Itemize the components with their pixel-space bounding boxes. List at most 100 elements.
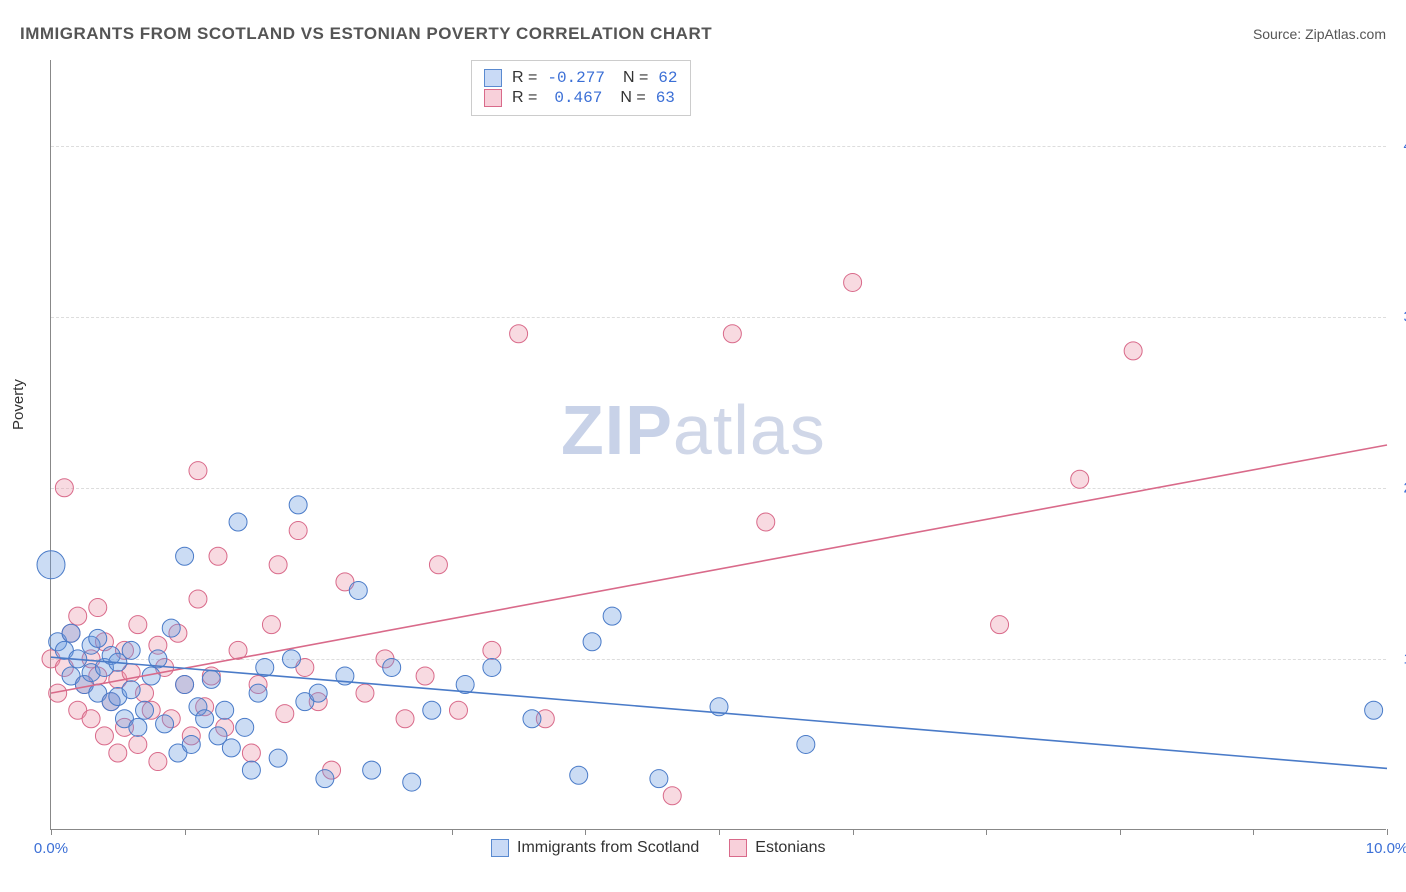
x-tick-mark [1120,829,1121,835]
n-value-blue: 62 [658,69,677,87]
r-label: R = [512,89,537,107]
series-legend: Immigrants from Scotland Estonians [491,839,826,857]
data-point-blue [182,735,200,753]
data-point-blue [797,735,815,753]
data-point-pink [1071,470,1089,488]
data-point-pink [242,744,260,762]
data-point-pink [129,616,147,634]
x-tick-label: 0.0% [34,840,68,857]
data-point-pink [276,705,294,723]
data-point-pink [82,710,100,728]
x-tick-mark [719,829,720,835]
data-point-pink [95,727,113,745]
data-point-pink [449,701,467,719]
n-label: N = [623,69,648,87]
n-label: N = [620,89,645,107]
data-point-pink [89,599,107,617]
data-point-blue [403,773,421,791]
chart-title: IMMIGRANTS FROM SCOTLAND VS ESTONIAN POV… [20,24,712,44]
data-point-pink [510,325,528,343]
data-point-blue [162,619,180,637]
data-point-blue [363,761,381,779]
legend-label-pink: Estonians [755,839,825,857]
data-point-blue [89,629,107,647]
data-point-pink [429,556,447,574]
x-tick-mark [986,829,987,835]
x-tick-mark [452,829,453,835]
y-tick-label: 10.0% [1391,650,1406,667]
data-point-pink [991,616,1009,634]
x-tick-mark [853,829,854,835]
data-point-pink [416,667,434,685]
data-point-pink [209,547,227,565]
x-tick-mark [1253,829,1254,835]
data-point-pink [189,462,207,480]
legend-item-blue: Immigrants from Scotland [491,839,699,857]
data-point-blue [650,770,668,788]
data-point-pink [356,684,374,702]
data-point-blue [122,641,140,659]
swatch-blue [484,69,502,87]
data-point-pink [262,616,280,634]
data-point-blue [122,681,140,699]
data-point-blue [229,513,247,531]
data-point-blue [156,715,174,733]
r-value-blue: -0.277 [547,69,605,87]
data-point-blue [523,710,541,728]
y-tick-label: 30.0% [1391,308,1406,325]
swatch-pink [484,89,502,107]
legend-row-blue: R = -0.277 N = 62 [484,69,678,87]
data-point-pink [844,273,862,291]
data-point-blue [176,547,194,565]
r-value-pink: 0.467 [554,89,602,107]
data-point-blue [236,718,254,736]
data-point-blue [570,766,588,784]
data-point-blue [383,658,401,676]
x-tick-mark [318,829,319,835]
data-point-pink [396,710,414,728]
trend-line-pink [51,445,1387,693]
x-tick-label: 10.0% [1366,840,1406,857]
y-tick-label: 40.0% [1391,137,1406,154]
data-point-pink [189,590,207,608]
data-point-blue [196,710,214,728]
data-point-blue [249,684,267,702]
data-point-blue [222,739,240,757]
data-point-pink [1124,342,1142,360]
scatter-svg [51,60,1386,829]
swatch-blue [491,839,509,857]
chart-plot-area: ZIPatlas R = -0.277 N = 62 R = 0.467 N =… [50,60,1386,830]
data-point-pink [129,735,147,753]
data-point-blue [583,633,601,651]
data-point-blue [316,770,334,788]
data-point-blue [423,701,441,719]
y-axis-label: Poverty [10,379,27,430]
x-tick-mark [585,829,586,835]
data-point-blue [37,551,65,579]
data-point-blue [282,650,300,668]
x-tick-mark [185,829,186,835]
data-point-blue [242,761,260,779]
data-point-blue [62,624,80,642]
data-point-blue [129,718,147,736]
data-point-blue [349,581,367,599]
data-point-blue [176,676,194,694]
legend-row-pink: R = 0.467 N = 63 [484,89,678,107]
data-point-pink [483,641,501,659]
data-point-blue [309,684,327,702]
data-point-pink [289,522,307,540]
x-tick-mark [1387,829,1388,835]
data-point-pink [723,325,741,343]
correlation-legend: R = -0.277 N = 62 R = 0.467 N = 63 [471,60,691,116]
data-point-pink [109,744,127,762]
data-point-pink [55,479,73,497]
data-point-pink [269,556,287,574]
swatch-pink [729,839,747,857]
x-tick-mark [51,829,52,835]
legend-label-blue: Immigrants from Scotland [517,839,699,857]
source-attribution: Source: ZipAtlas.com [1253,26,1386,42]
data-point-pink [149,753,167,771]
n-value-pink: 63 [656,89,675,107]
data-point-blue [603,607,621,625]
r-label: R = [512,69,537,87]
